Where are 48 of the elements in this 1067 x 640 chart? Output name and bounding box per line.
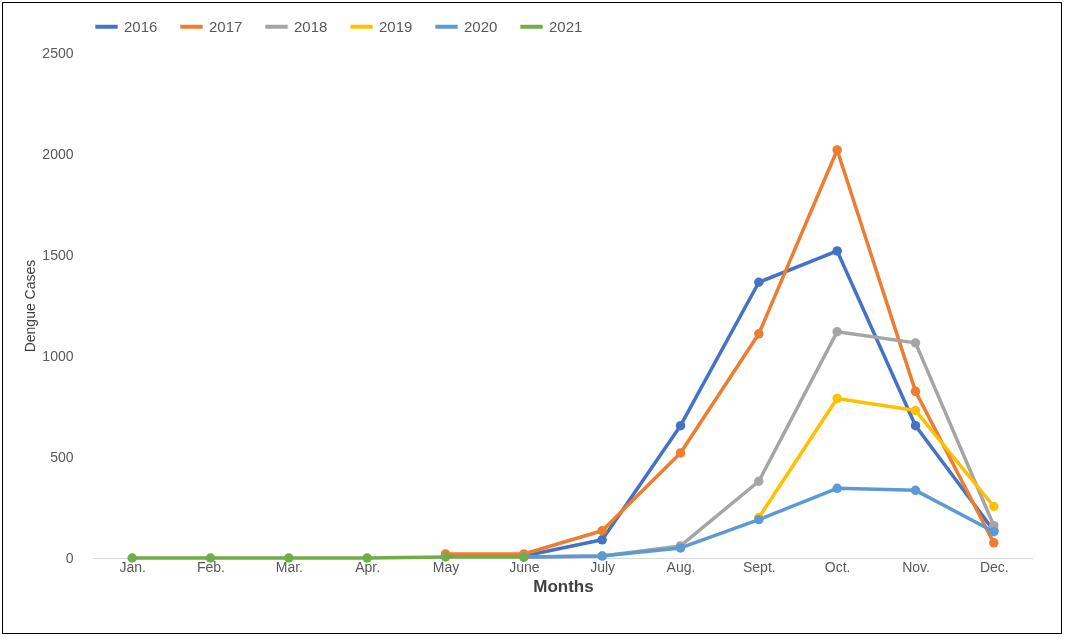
point [597,535,607,545]
point [832,483,842,494]
x-tick-label: Nov. [902,558,930,575]
y-tick-label: 2500 [42,44,74,61]
legend-label: 2017 [209,17,243,35]
point [910,386,921,397]
x-tick-label: Oct. [824,558,851,575]
legend-label: 2019 [379,17,413,35]
point [832,145,842,155]
point [284,553,294,563]
y-tick-label: 1000 [42,347,74,364]
x-tick-label: Apr. [355,558,381,575]
y-tick-label: 0 [65,549,74,566]
x-tick-label: Mar. [275,558,303,575]
x-tick-label: Sept. [742,558,776,575]
point [832,246,842,256]
point [597,526,607,536]
point [754,329,764,339]
point [910,485,921,496]
point [910,338,921,348]
point [910,405,921,416]
point [754,277,764,287]
point [832,327,842,337]
y-tick-label: 500 [50,448,74,465]
legend-label: 2020 [464,17,498,35]
x-tick-label: May [432,558,460,575]
legend-label: 2016 [124,17,158,35]
x-axis-title: Months [533,576,594,596]
point [989,501,999,512]
point [910,420,921,431]
y-tick-label: 2000 [42,145,74,162]
x-tick-label: Feb. [196,558,226,575]
point [989,538,999,548]
point [675,448,686,458]
x-tick-label: Aug. [666,558,696,575]
point [832,393,842,404]
point [362,553,372,563]
point [754,476,764,486]
x-tick-label: July [590,558,616,575]
point [127,553,137,563]
x-tick-label: June [509,558,540,575]
legend-label: 2018 [294,17,328,35]
x-tick-label: Dec. [979,558,1009,575]
y-axis-title: Dengue Cases [22,259,39,353]
point [675,420,686,431]
x-tick-label: Jan. [119,558,146,575]
y-tick-label: 1500 [42,246,74,263]
legend-label: 2021 [549,17,583,35]
